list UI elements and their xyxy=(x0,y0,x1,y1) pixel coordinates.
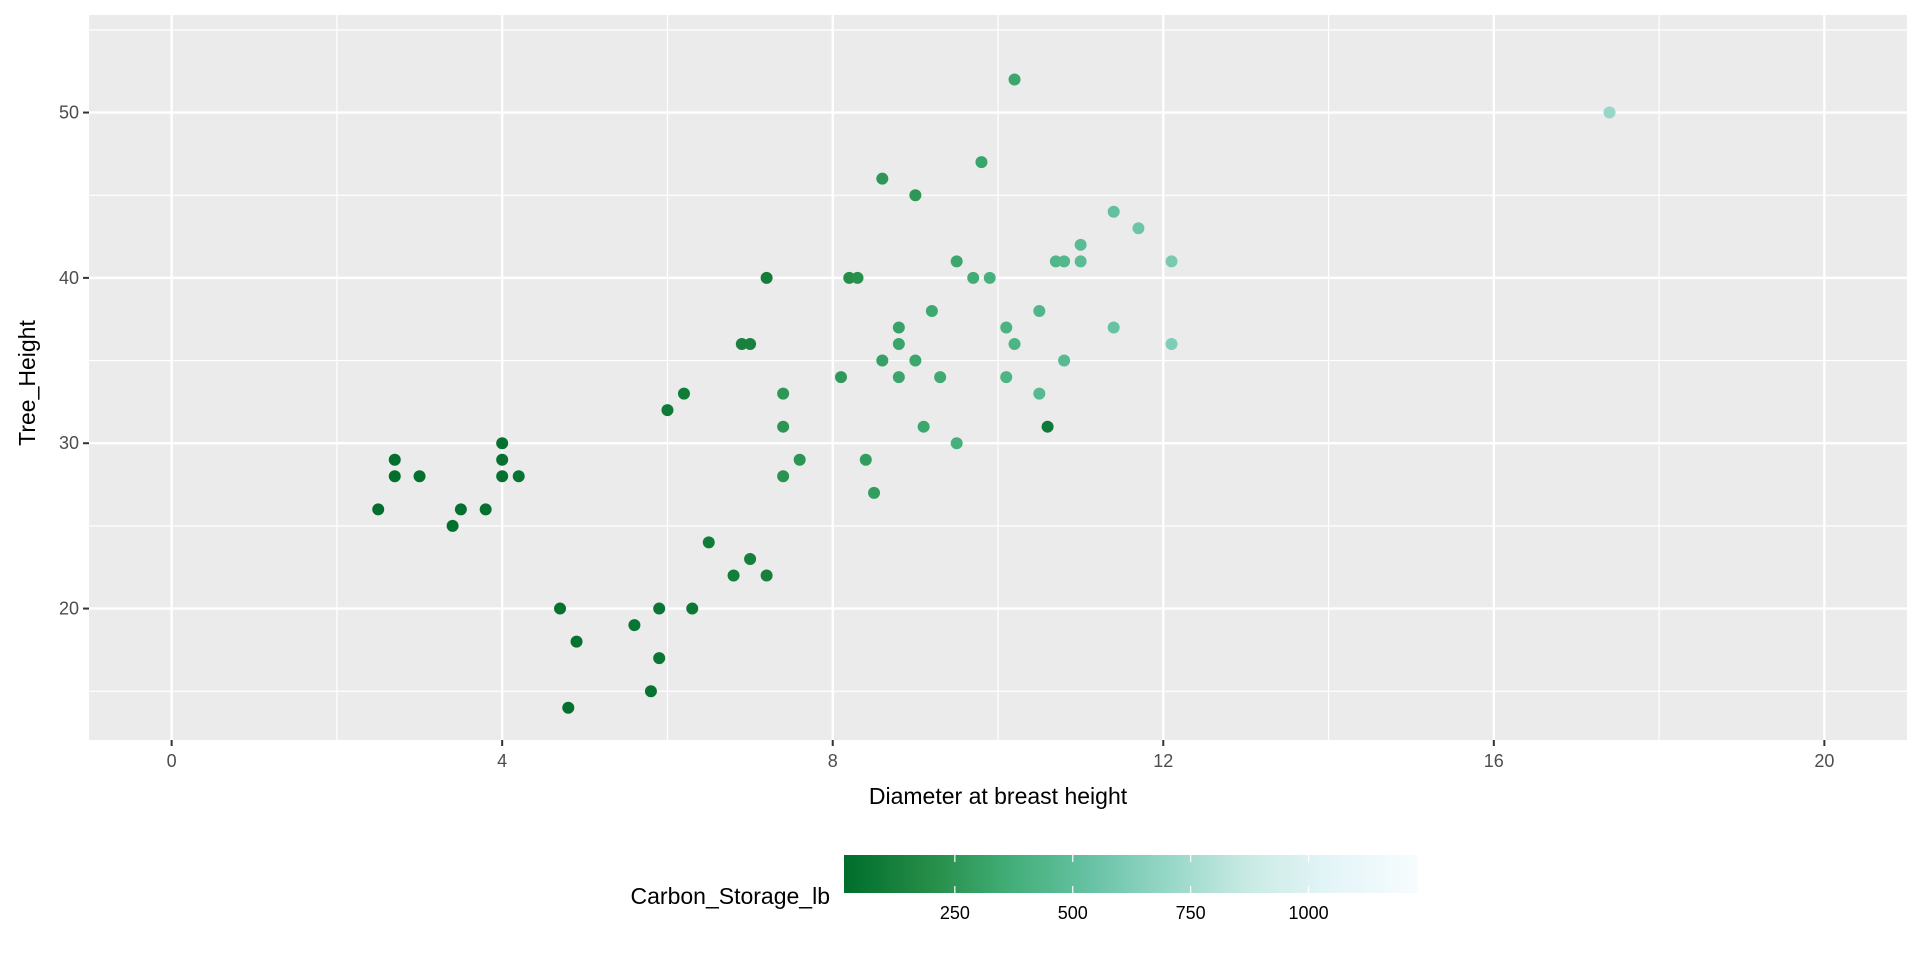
data-point xyxy=(702,536,715,549)
legend-tick-label: 750 xyxy=(1176,903,1206,923)
points xyxy=(372,73,1616,714)
x-tick-label: 12 xyxy=(1153,751,1173,771)
data-point xyxy=(388,470,401,483)
data-point xyxy=(876,172,889,185)
data-point xyxy=(892,338,905,351)
data-point xyxy=(851,271,864,284)
data-point xyxy=(454,503,467,516)
x-axis: 0 4 8 12 16 20 xyxy=(167,740,1834,771)
x-tick-label: 20 xyxy=(1814,751,1834,771)
data-point xyxy=(479,503,492,516)
data-point xyxy=(868,486,881,499)
data-point xyxy=(1107,321,1120,334)
data-point xyxy=(388,453,401,466)
data-point xyxy=(950,437,963,450)
data-point xyxy=(876,354,889,367)
data-point xyxy=(934,371,947,384)
legend-tick-label: 250 xyxy=(940,903,970,923)
legend: Carbon_Storage_lb 250 500 750 1000 xyxy=(631,855,1418,923)
data-point xyxy=(1074,238,1087,251)
data-point xyxy=(1008,73,1021,86)
data-point xyxy=(1049,255,1062,268)
x-tick-label: 4 xyxy=(497,751,507,771)
data-point xyxy=(562,701,575,714)
data-point xyxy=(1058,354,1071,367)
data-point xyxy=(1008,338,1021,351)
data-point xyxy=(677,387,690,400)
y-tick-label: 30 xyxy=(59,433,79,453)
y-axis: 20 30 40 50 xyxy=(59,103,89,619)
data-point xyxy=(834,371,847,384)
data-point xyxy=(744,552,757,565)
data-point xyxy=(1033,304,1046,317)
data-point xyxy=(892,321,905,334)
data-point xyxy=(570,635,583,648)
data-point xyxy=(512,470,525,483)
data-point xyxy=(653,652,666,665)
legend-tick-label: 500 xyxy=(1058,903,1088,923)
data-point xyxy=(950,255,963,268)
y-tick-label: 20 xyxy=(59,599,79,619)
data-point xyxy=(496,453,509,466)
data-point xyxy=(1132,222,1145,235)
data-point xyxy=(628,619,641,632)
data-point xyxy=(1000,321,1013,334)
data-point xyxy=(1033,387,1046,400)
data-point xyxy=(744,338,757,351)
data-point xyxy=(727,569,740,582)
data-point xyxy=(983,271,996,284)
data-point xyxy=(413,470,426,483)
x-axis-title: Diameter at breast height xyxy=(869,783,1128,809)
data-point xyxy=(892,371,905,384)
data-point xyxy=(925,304,938,317)
data-point xyxy=(909,354,922,367)
data-point xyxy=(554,602,567,615)
data-point xyxy=(760,569,773,582)
data-point xyxy=(372,503,385,516)
legend-ticks: 250 500 750 1000 xyxy=(940,855,1329,923)
data-point xyxy=(1041,420,1054,433)
x-tick-label: 0 xyxy=(167,751,177,771)
data-point xyxy=(446,519,459,532)
data-point xyxy=(1165,255,1178,268)
data-point xyxy=(496,470,509,483)
y-tick-label: 50 xyxy=(59,103,79,123)
y-axis-title: Tree_Height xyxy=(14,320,40,446)
data-point xyxy=(653,602,666,615)
data-point xyxy=(793,453,806,466)
data-point xyxy=(1058,255,1071,268)
data-point xyxy=(967,271,980,284)
x-tick-label: 16 xyxy=(1484,751,1504,771)
data-point xyxy=(686,602,699,615)
data-point xyxy=(859,453,872,466)
data-point xyxy=(1165,338,1178,351)
data-point xyxy=(496,437,509,450)
data-point xyxy=(1000,371,1013,384)
data-point xyxy=(644,685,657,698)
data-point xyxy=(1074,255,1087,268)
y-tick-label: 40 xyxy=(59,268,79,288)
data-point xyxy=(909,189,922,202)
data-point xyxy=(1603,106,1616,119)
data-point xyxy=(777,420,790,433)
data-point xyxy=(735,338,748,351)
data-point xyxy=(917,420,930,433)
data-point xyxy=(843,271,856,284)
legend-tick-label: 1000 xyxy=(1289,903,1329,923)
data-point xyxy=(1107,205,1120,218)
data-point xyxy=(777,387,790,400)
data-point xyxy=(975,156,988,169)
data-point xyxy=(760,271,773,284)
x-tick-label: 8 xyxy=(828,751,838,771)
data-point xyxy=(777,470,790,483)
legend-colorbar xyxy=(844,855,1418,893)
legend-title: Carbon_Storage_lb xyxy=(631,883,830,909)
data-point xyxy=(661,404,674,417)
